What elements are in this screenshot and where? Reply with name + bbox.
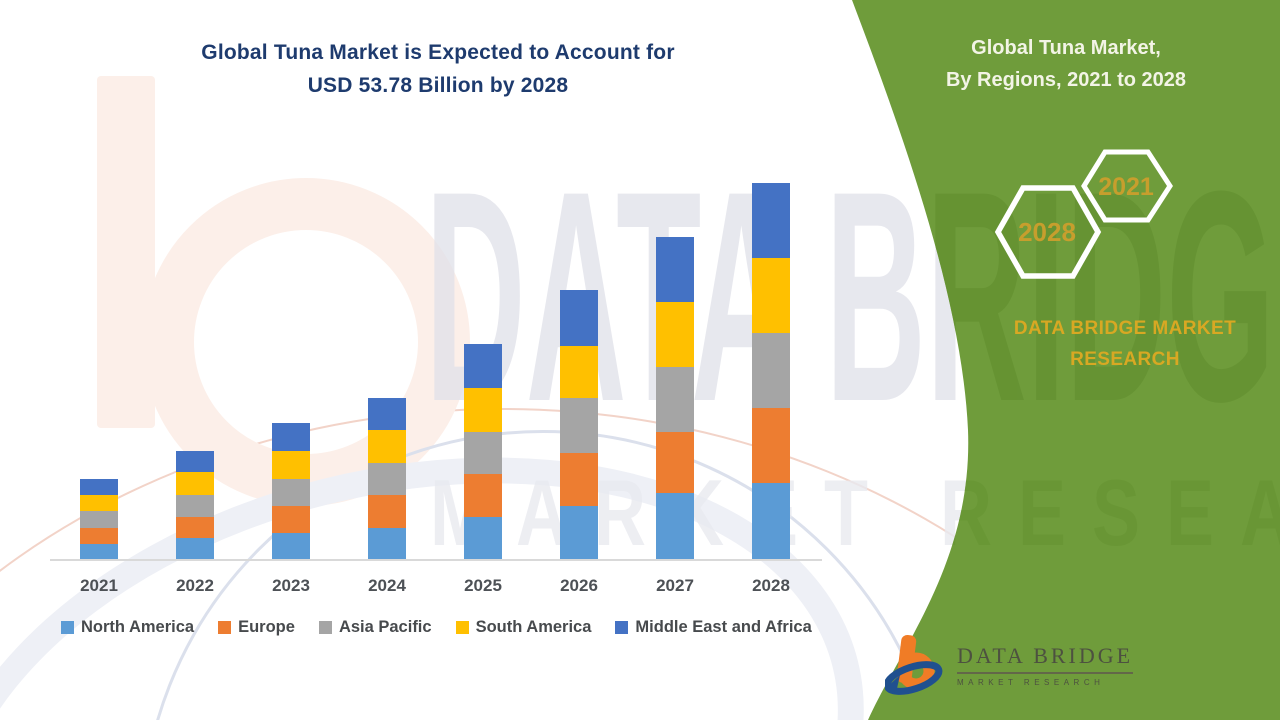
legend-label: Asia Pacific <box>338 618 432 636</box>
bar-segment-2026-north-america <box>560 505 598 559</box>
bar-2021 <box>80 479 118 559</box>
side-panel-shape <box>852 0 1280 720</box>
legend-swatch-icon <box>61 621 74 634</box>
brand-line2: RESEARCH <box>1070 349 1180 370</box>
bar-segment-2028-asia-pacific <box>752 333 790 409</box>
bar-2026 <box>560 289 598 559</box>
hexagon-2021 <box>1081 149 1173 223</box>
bar-segment-2025-north-america <box>464 517 502 559</box>
bar-segment-2023-middle-east-and-africa <box>272 422 310 451</box>
brand-line1: DATA BRIDGE MARKET <box>1013 318 1237 339</box>
chart-title-line1: Global Tuna Market is Expected to Accoun… <box>201 41 675 64</box>
bar-segment-2026-middle-east-and-africa <box>560 289 598 346</box>
x-axis-label-2023: 2023 <box>272 576 310 595</box>
company-logo: DATA BRIDGE MARKET RESEARCH <box>885 633 1134 699</box>
x-axis-label-2027: 2027 <box>656 576 694 595</box>
side-panel-watermark-tagline: MARKET RESEARCH <box>430 460 1280 565</box>
bar-segment-2021-europe <box>80 527 118 545</box>
x-axis-label-2021: 2021 <box>80 576 118 595</box>
bar-segment-2025-europe <box>464 473 502 518</box>
legend-item-asia-pacific: Asia Pacific <box>318 618 432 637</box>
x-axis-line <box>50 559 822 561</box>
logo-tagline: MARKET RESEARCH <box>957 678 1105 687</box>
side-panel-title-line2: By Regions, 2021 to 2028 <box>945 69 1187 91</box>
bar-segment-2022-north-america <box>176 538 214 559</box>
logo-text-block: DATA BRIDGE MARKET RESEARCH <box>957 643 1134 687</box>
legend-label: Europe <box>238 618 295 636</box>
bar-2028 <box>752 182 790 559</box>
x-axis-label-2024: 2024 <box>368 576 406 595</box>
bar-segment-2027-south-america <box>656 301 694 368</box>
bar-segment-2027-north-america <box>656 493 694 559</box>
legend-item-north-america: North America <box>61 618 194 637</box>
legend-swatch-icon <box>318 621 332 634</box>
bar-segment-2023-europe <box>272 505 310 534</box>
chart-legend: North America Europe Asia Pacific South Ame… <box>61 618 812 637</box>
chart-title: Global Tuna Market is Expected to Accoun… <box>138 36 738 102</box>
side-panel-title-line1: Global Tuna Market, <box>971 37 1161 59</box>
bar-segment-2025-middle-east-and-africa <box>464 344 502 388</box>
legend-label: North America <box>81 618 195 636</box>
bar-segment-2027-europe <box>656 432 694 494</box>
legend-swatch-icon <box>615 621 629 634</box>
bar-2027 <box>656 237 694 559</box>
bar-segment-2026-asia-pacific <box>560 397 598 453</box>
bar-segment-2027-asia-pacific <box>656 367 694 433</box>
bar-segment-2021-middle-east-and-africa <box>80 479 118 496</box>
chart-title-line2: USD 53.78 Billion by 2028 <box>307 74 569 97</box>
bar-segment-2024-north-america <box>368 528 406 559</box>
legend-item-europe: Europe <box>218 618 295 637</box>
bar-segment-2025-asia-pacific <box>464 431 502 474</box>
side-panel-title: Global Tuna Market, By Regions, 2021 to … <box>886 32 1246 96</box>
bar-segment-2021-south-america <box>80 495 118 512</box>
legend-label: South America <box>475 618 592 636</box>
hexagon-2028-label: 2028 <box>1018 217 1076 247</box>
bar-segment-2027-middle-east-and-africa <box>656 237 694 302</box>
hexagon-2028 <box>994 185 1102 279</box>
bar-segment-2028-north-america <box>752 482 790 559</box>
bar-segment-2026-europe <box>560 452 598 506</box>
bar-segment-2021-north-america <box>80 544 118 559</box>
year-hexagons: 2021 2028 <box>994 149 1173 279</box>
legend-swatch-icon <box>218 621 232 634</box>
x-axis-label-2025: 2025 <box>464 576 502 595</box>
bar-segment-2022-europe <box>176 517 214 539</box>
x-axis-label-2026: 2026 <box>560 576 598 595</box>
bar-segment-2026-south-america <box>560 345 598 398</box>
legend-item-middle-east-and-africa: Middle East and Africa <box>615 618 812 637</box>
legend-swatch-icon <box>455 621 469 634</box>
bar-segment-2028-middle-east-and-africa <box>752 182 790 259</box>
bar-segment-2028-south-america <box>752 258 790 334</box>
logo-name: DATA BRIDGE <box>957 643 1134 674</box>
brand-wordmark: DATA BRIDGE MARKET RESEARCH <box>975 313 1275 375</box>
bar-segment-2028-europe <box>752 408 790 483</box>
legend-label: Middle East and Africa <box>635 618 812 636</box>
legend-item-south-america: South America <box>455 618 592 637</box>
x-axis-label-2022: 2022 <box>176 576 214 595</box>
bar-segment-2023-north-america <box>272 533 310 559</box>
bar-segment-2021-asia-pacific <box>80 511 118 528</box>
bar-segment-2024-middle-east-and-africa <box>368 397 406 431</box>
logo-b-icon <box>885 635 943 695</box>
hexagon-2021-label: 2021 <box>1098 173 1154 201</box>
x-axis-label-2028: 2028 <box>752 576 790 595</box>
